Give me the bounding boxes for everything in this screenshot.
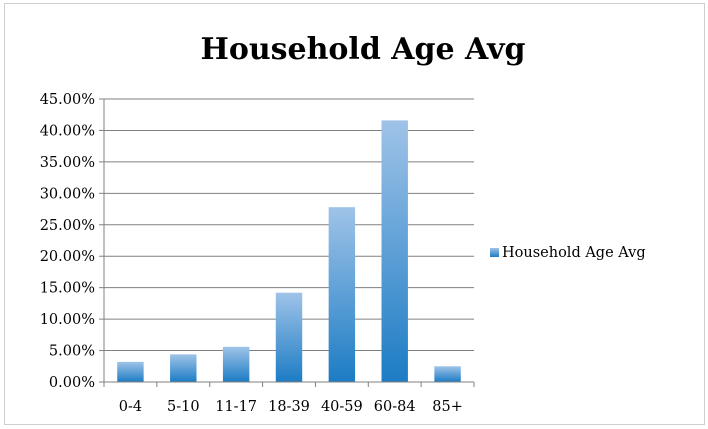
- x-tick-label: 40-59: [321, 399, 363, 415]
- x-tick-labels: 0-4 5-10 11-17 18-39 40-59 60-84 85+: [119, 399, 463, 415]
- x-tick-label: 0-4: [119, 399, 142, 415]
- y-tick-label: 15.00%: [40, 281, 95, 297]
- legend-swatch: [490, 248, 499, 257]
- chart: Household Age Avg 0.00% 5.00% 10.00% 15.00%…: [40, 32, 646, 415]
- y-tick-label: 30.00%: [40, 186, 95, 202]
- y-tick-label: 45.00%: [40, 92, 95, 108]
- x-tick-label: 18-39: [268, 399, 310, 415]
- bar: [170, 354, 197, 382]
- x-tick-label: 60-84: [374, 399, 416, 415]
- y-tick-label: 25.00%: [40, 218, 95, 234]
- chart-title: Household Age Avg: [200, 32, 525, 67]
- x-tick-label: 5-10: [167, 399, 200, 415]
- axes: [103, 99, 475, 387]
- y-tick-label: 5.00%: [49, 344, 95, 360]
- y-tick-labels: 0.00% 5.00% 10.00% 15.00% 20.00% 25.00% 30.00%…: [40, 92, 95, 391]
- legend: Household Age Avg: [490, 245, 646, 261]
- y-tick-label: 35.00%: [40, 155, 95, 171]
- bars: [117, 120, 461, 382]
- y-tick-label: 10.00%: [40, 312, 95, 328]
- y-tick-label: 0.00%: [49, 375, 95, 391]
- x-tick-label: 85+: [432, 399, 463, 415]
- bar: [117, 361, 144, 382]
- bar: [222, 346, 250, 382]
- bar: [434, 366, 461, 382]
- bar: [381, 120, 408, 382]
- bar: [275, 292, 303, 382]
- legend-label: Household Age Avg: [502, 245, 646, 261]
- gridlines: [99, 98, 474, 383]
- x-tick-label: 11-17: [215, 399, 257, 415]
- bar: [328, 207, 356, 382]
- y-tick-label: 20.00%: [40, 249, 95, 265]
- y-tick-label: 40.00%: [40, 123, 95, 139]
- chart-frame: Household Age Avg 0.00% 5.00% 10.00% 15.00%…: [4, 3, 705, 425]
